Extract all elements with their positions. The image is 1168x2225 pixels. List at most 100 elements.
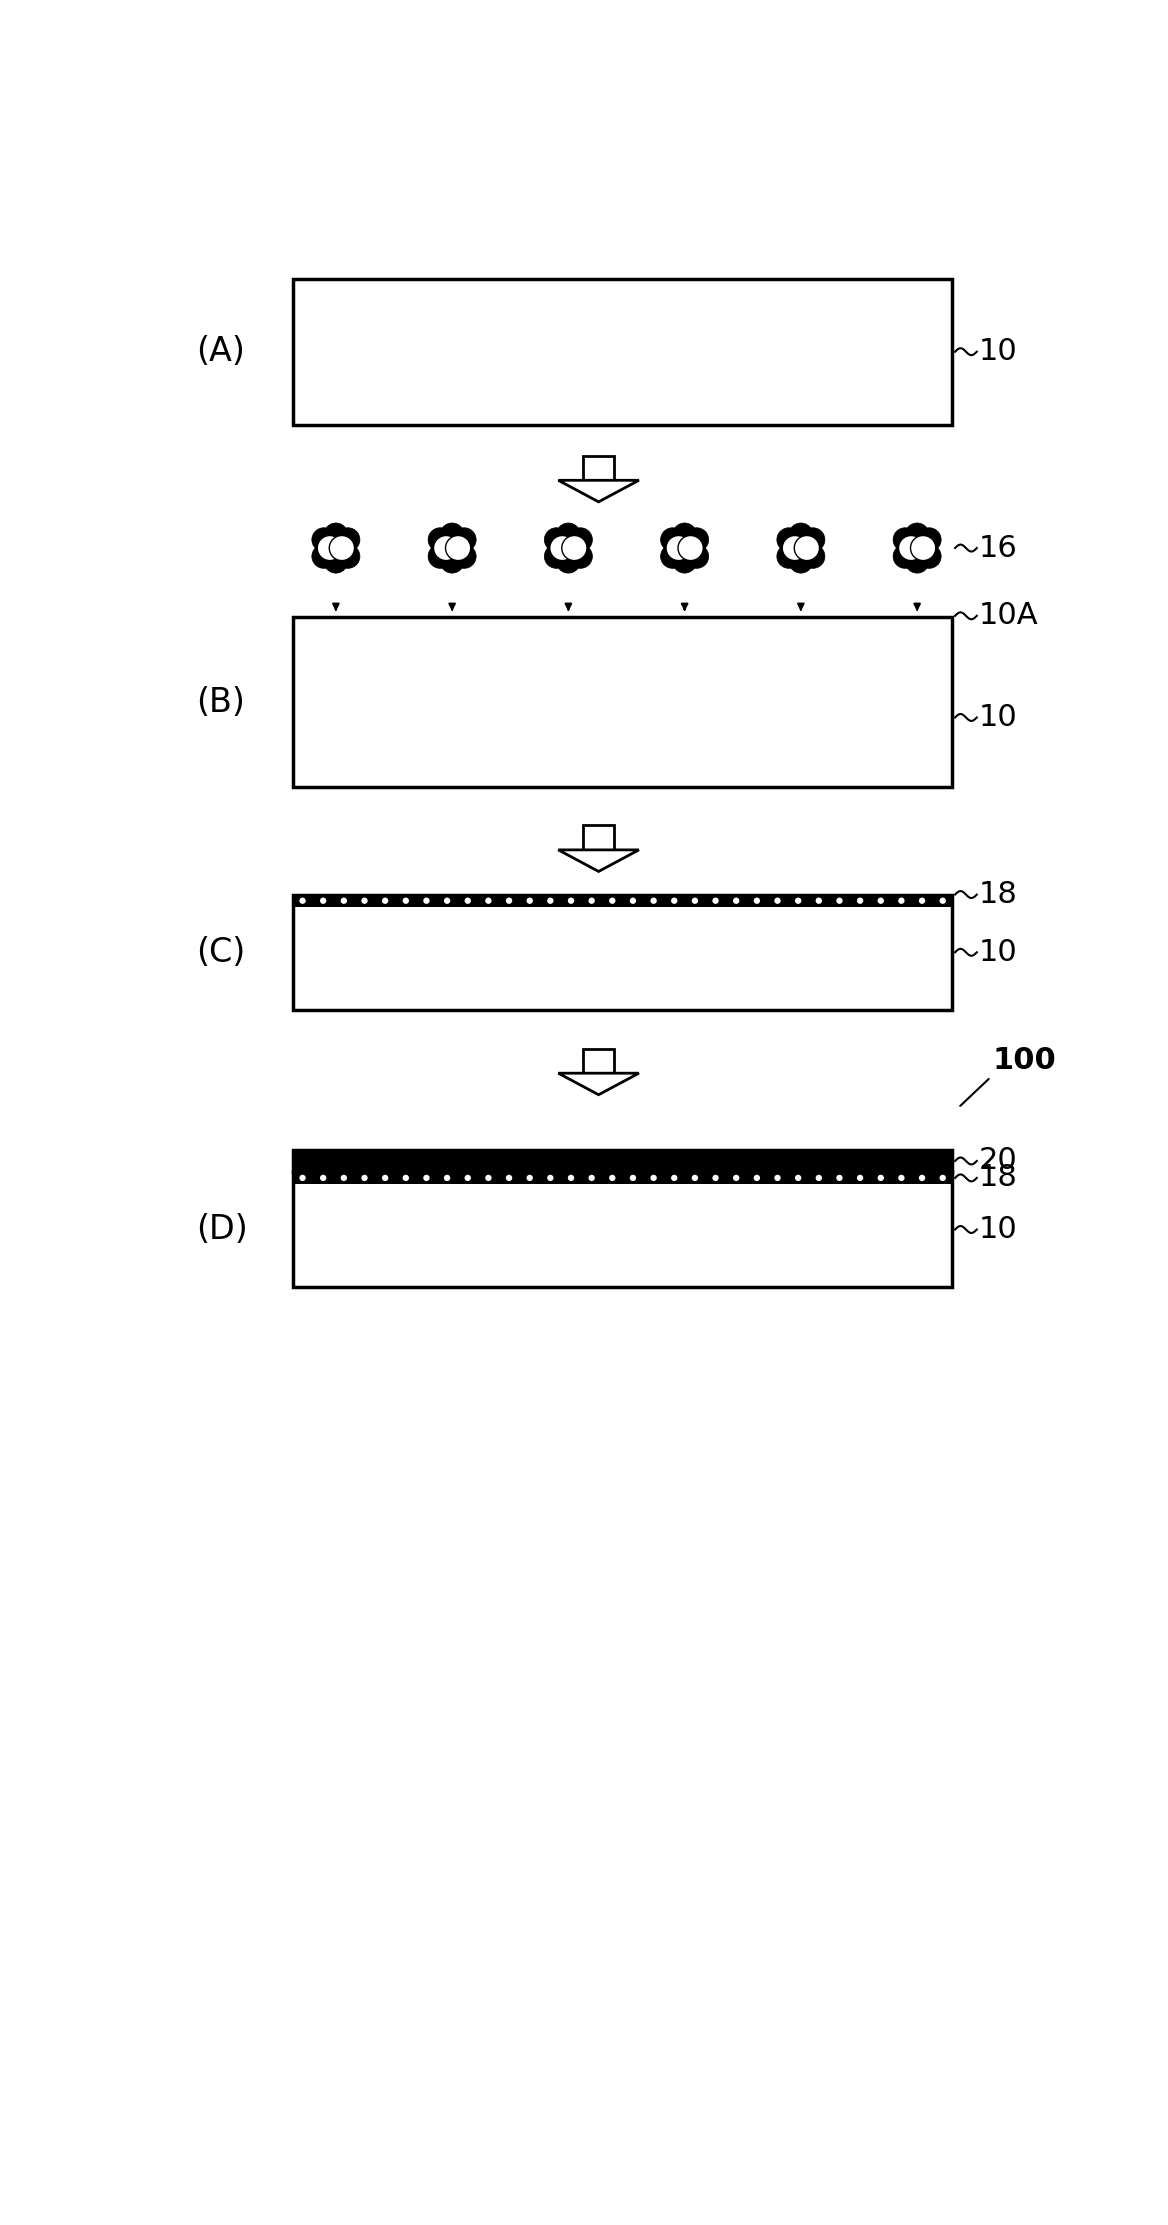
Circle shape (562, 536, 588, 561)
Circle shape (672, 1175, 676, 1181)
Circle shape (336, 527, 360, 552)
Circle shape (445, 536, 471, 561)
Circle shape (837, 1175, 842, 1181)
Circle shape (795, 899, 800, 903)
Circle shape (465, 899, 471, 903)
Circle shape (661, 545, 684, 567)
Circle shape (801, 527, 825, 552)
Circle shape (673, 523, 696, 547)
Circle shape (548, 899, 552, 903)
Circle shape (569, 899, 573, 903)
Circle shape (898, 536, 924, 561)
Circle shape (777, 545, 801, 567)
Circle shape (433, 536, 459, 561)
Text: (A): (A) (196, 336, 245, 367)
Circle shape (795, 1175, 800, 1181)
Circle shape (684, 527, 709, 552)
Circle shape (911, 536, 936, 561)
Circle shape (788, 550, 813, 574)
Bar (293, 894, 952, 1010)
Circle shape (755, 1175, 759, 1181)
Circle shape (693, 899, 697, 903)
Text: 10: 10 (979, 1215, 1017, 1244)
Circle shape (424, 899, 429, 903)
Text: (D): (D) (196, 1213, 248, 1246)
Circle shape (666, 536, 691, 561)
Circle shape (318, 536, 342, 561)
Circle shape (445, 899, 450, 903)
Circle shape (905, 523, 929, 547)
Circle shape (324, 523, 348, 547)
Circle shape (486, 1175, 491, 1181)
Circle shape (440, 550, 464, 574)
Circle shape (321, 899, 326, 903)
Circle shape (894, 527, 917, 552)
Circle shape (589, 899, 595, 903)
Text: 18: 18 (979, 881, 1017, 910)
Circle shape (734, 1175, 738, 1181)
Circle shape (548, 1175, 552, 1181)
Bar (293, 616, 952, 788)
Polygon shape (583, 456, 614, 481)
Circle shape (777, 527, 801, 552)
Circle shape (429, 527, 452, 552)
Circle shape (403, 899, 409, 903)
Circle shape (857, 1175, 863, 1181)
Text: 20: 20 (979, 1146, 1017, 1175)
Text: 10: 10 (979, 703, 1017, 732)
Circle shape (341, 1175, 347, 1181)
Circle shape (300, 899, 305, 903)
Circle shape (362, 1175, 367, 1181)
Circle shape (527, 1175, 533, 1181)
Circle shape (673, 550, 696, 574)
Circle shape (362, 899, 367, 903)
Text: (C): (C) (196, 937, 245, 968)
Circle shape (429, 545, 452, 567)
Circle shape (631, 899, 635, 903)
Circle shape (776, 1175, 780, 1181)
Polygon shape (583, 825, 614, 850)
Bar (293, 278, 952, 425)
Text: 10A: 10A (979, 601, 1038, 630)
Circle shape (816, 899, 821, 903)
Circle shape (894, 545, 917, 567)
Circle shape (544, 527, 569, 552)
Circle shape (507, 899, 512, 903)
Circle shape (899, 1175, 904, 1181)
Circle shape (312, 527, 336, 552)
Text: (B): (B) (196, 685, 245, 719)
Circle shape (300, 1175, 305, 1181)
Circle shape (486, 899, 491, 903)
Bar (293, 1173, 952, 1184)
Circle shape (776, 899, 780, 903)
Circle shape (341, 899, 347, 903)
Circle shape (816, 1175, 821, 1181)
Circle shape (527, 899, 533, 903)
Circle shape (651, 1175, 656, 1181)
Polygon shape (558, 850, 639, 872)
Text: 100: 100 (993, 1046, 1056, 1075)
Polygon shape (583, 1048, 614, 1072)
Circle shape (556, 523, 580, 547)
Circle shape (661, 527, 684, 552)
Circle shape (919, 1175, 925, 1181)
Circle shape (507, 1175, 512, 1181)
Bar (293, 1150, 952, 1173)
Circle shape (878, 899, 883, 903)
Circle shape (801, 545, 825, 567)
Circle shape (312, 545, 336, 567)
Circle shape (324, 550, 348, 574)
Circle shape (672, 899, 676, 903)
Text: 16: 16 (979, 534, 1017, 563)
Circle shape (569, 527, 592, 552)
Polygon shape (558, 1072, 639, 1095)
Polygon shape (558, 481, 639, 503)
Circle shape (878, 1175, 883, 1181)
Circle shape (569, 545, 592, 567)
Circle shape (440, 523, 464, 547)
Circle shape (714, 1175, 718, 1181)
Text: 18: 18 (979, 1164, 1017, 1193)
Circle shape (857, 899, 863, 903)
Circle shape (610, 1175, 614, 1181)
Circle shape (556, 550, 580, 574)
